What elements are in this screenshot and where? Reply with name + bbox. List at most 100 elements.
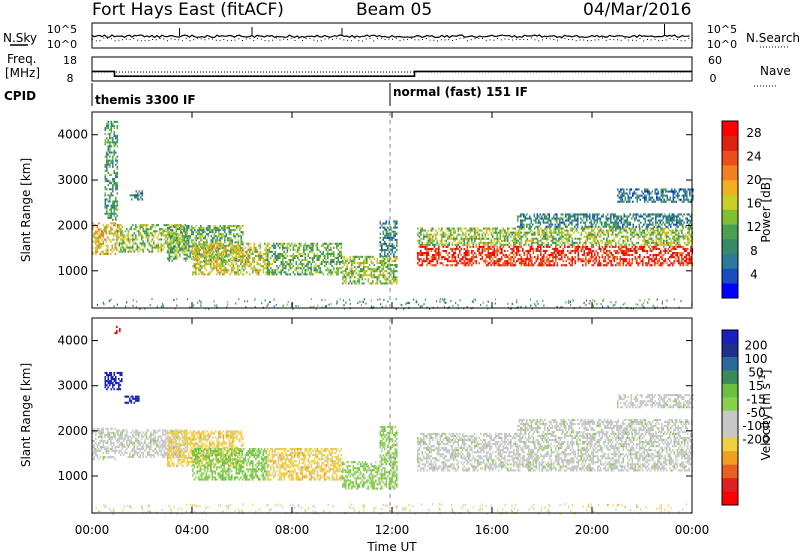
- noise-plot: [91, 24, 693, 42]
- noise-search-dot: [399, 39, 401, 41]
- noise-search-dot: [452, 40, 453, 41]
- power-colorbar-frame: [721, 120, 739, 299]
- velocity-region: [124, 395, 140, 404]
- noise-search-dot: [219, 39, 221, 41]
- noise-search-dot: [628, 39, 630, 41]
- noise-search-dot: [178, 39, 180, 41]
- noise-search-dot: [572, 39, 573, 41]
- noise-search-dot: [463, 37, 465, 39]
- noise-search-dot: [594, 39, 596, 41]
- noise-search-dot: [508, 39, 510, 41]
- noise-search-dot: [609, 39, 611, 40]
- time-x-axis: 00:00 04:00 08:00 12:00 16:00 20:00 00:00: [75, 112, 709, 537]
- velocity-colorbar-tick: -50: [746, 406, 766, 420]
- noise-search-dot: [279, 39, 281, 41]
- noise-search-dot: [107, 37, 108, 39]
- y-tick-label: 4000: [57, 128, 88, 142]
- nave-right-tick-top: 60: [708, 54, 722, 67]
- noise-search-dot: [613, 39, 615, 41]
- noise-search-dot: [313, 39, 315, 41]
- noise-search-dot: [155, 39, 157, 41]
- noise-search-dot: [114, 40, 116, 42]
- noise-search-dot: [485, 39, 487, 41]
- noise-search-dot: [470, 39, 472, 41]
- cpid-text-1: themis 3300 IF: [95, 93, 196, 107]
- noise-search-dot: [579, 39, 581, 41]
- noise-search-dot: [474, 38, 476, 40]
- x-tick-label: 04:00: [175, 523, 210, 537]
- noise-search-dot: [444, 39, 446, 41]
- velocity-colorbar-swatch: [722, 343, 738, 358]
- power-region: [104, 120, 119, 221]
- noise-search-dot: [654, 38, 656, 40]
- power-region: [342, 255, 398, 285]
- y-tick-label: 3000: [57, 173, 88, 187]
- noise-search-dot: [403, 39, 405, 41]
- noise-search-dot: [688, 37, 690, 39]
- noise-search-dot: [673, 38, 675, 40]
- velocity-colorbar-frame: [721, 329, 739, 506]
- noise-search-dot: [204, 39, 206, 41]
- freq-left-tick-bottom: 8: [67, 72, 74, 85]
- noise-search-dot: [92, 38, 93, 40]
- noise-search-dot: [418, 39, 420, 41]
- noise-search-dot: [448, 39, 450, 41]
- noise-search-dot: [542, 39, 543, 41]
- noise-search-dot: [587, 40, 588, 42]
- noise-search-dot: [212, 38, 213, 40]
- velocity-colorbar-swatch: [722, 451, 738, 465]
- noise-search-dot: [298, 38, 300, 39]
- freq-panel-frame: [91, 56, 693, 82]
- noise-search-dot: [185, 37, 187, 39]
- noise-search-dot: [103, 37, 105, 39]
- power-colorbar-swatch: [722, 224, 738, 240]
- velocity-y-axis: 1000 2000 3000 4000: [57, 334, 692, 483]
- noise-search-dot: [174, 39, 176, 40]
- power-colorbar-swatch: [722, 268, 738, 284]
- noise-search-dot: [624, 37, 626, 39]
- noise-search-dot: [617, 39, 618, 41]
- noise-search-dot: [455, 39, 457, 41]
- noise-search-dot: [583, 39, 585, 41]
- velocity-region: [517, 418, 693, 434]
- x-tick-label: 00:00: [75, 523, 110, 537]
- noise-search-dot: [167, 40, 168, 42]
- noise-search-dot: [137, 39, 138, 41]
- x-tick-label: 20:00: [575, 523, 610, 537]
- cpid-text-2: normal (fast) 151 IF: [393, 85, 528, 99]
- frequency-line: [92, 70, 692, 77]
- freq-left-tick-top: 18: [63, 54, 77, 67]
- noise-search-dot: [467, 40, 468, 42]
- noise-search-dot: [523, 39, 525, 40]
- noise-search-dot: [110, 38, 112, 40]
- velocity-region: [379, 425, 398, 463]
- noise-search-dot: [425, 38, 427, 39]
- velocity-panel-frame: [91, 317, 693, 514]
- noise-search-dot: [414, 39, 416, 41]
- noise-search-dot: [380, 37, 382, 39]
- power-colorbar-swatch: [722, 239, 738, 255]
- y-tick-label: 3000: [57, 379, 88, 393]
- noise-search-dot: [133, 38, 135, 39]
- noise-search-dot: [512, 39, 513, 41]
- noise-search-dot: [249, 38, 251, 40]
- velocity-colorbar-label: Velocity [m s-1]: [758, 370, 773, 461]
- noise-search-dot: [290, 37, 292, 39]
- velocity-colorbar-swatch: [722, 370, 738, 385]
- noise-search-dot: [605, 39, 607, 41]
- velocity-colorbar-swatch: [722, 478, 738, 492]
- noise-search-dot: [230, 39, 232, 41]
- x-tick-label: 08:00: [275, 523, 310, 537]
- noise-search-dot: [332, 38, 333, 40]
- noise-search-dot: [632, 39, 633, 41]
- power-region: [92, 222, 118, 255]
- noise-search-dot: [662, 39, 663, 41]
- noise-search-dot: [152, 39, 153, 40]
- freq-left-label-1: Freq.: [7, 52, 37, 66]
- noise-search-dot: [302, 40, 303, 41]
- velocity-colorbar-tick: -200: [742, 433, 769, 447]
- noise-search-dot: [602, 37, 603, 39]
- velocity-colorbar-swatch: [722, 424, 738, 438]
- station-title: Fort Hays East (fitACF): [92, 0, 284, 20]
- noise-right-label: N.Search: [746, 31, 800, 45]
